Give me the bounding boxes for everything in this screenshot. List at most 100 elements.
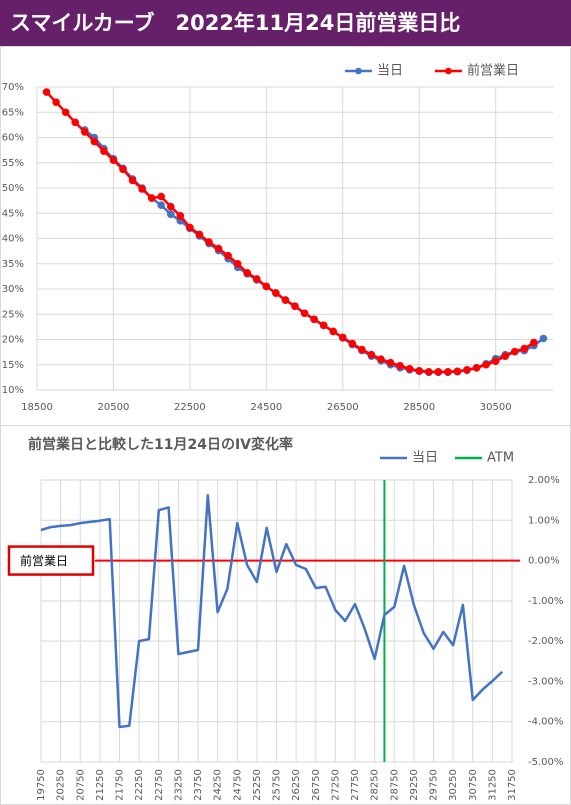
x-tick-label: 28750 [389,769,400,801]
series-line [84,128,545,374]
data-point [472,363,481,372]
data-point [119,165,127,174]
data-point [80,128,89,136]
data-point [42,88,51,96]
legend-label: ATM [487,451,514,466]
x-tick-label: 20500 [98,402,130,413]
data-point [539,334,548,343]
x-tick-label: 28500 [403,402,435,413]
chart-title: 前営業日と比較した11月24日のIV変化率 [28,436,293,453]
x-tick-label: 27250 [330,769,341,801]
data-point [510,347,519,356]
data-point [291,302,299,310]
data-point [243,269,252,277]
data-point [176,211,185,220]
data-point [520,344,529,353]
x-tick-label: 24250 [213,769,224,801]
data-point [166,210,175,219]
data-point [61,108,70,117]
data-point [186,223,194,232]
x-tick-label: 30500 [480,402,512,413]
data-point [319,321,328,330]
data-point [444,368,452,376]
data-point [358,345,366,354]
data-point [195,230,204,239]
data-point [166,202,175,211]
data-point [147,194,156,202]
page-title: スマイルカーブ 2022年11月24日前営業日比 [10,11,460,35]
data-point [405,364,414,373]
x-tick-label: 26500 [327,402,359,413]
legend-label: 前営業日 [467,63,519,79]
x-tick-label: 25250 [252,769,263,801]
y-tick-label: 40% [2,234,24,245]
x-tick-label: 20250 [56,769,67,801]
y-tick-label: 15% [2,360,24,371]
data-point [386,358,395,367]
y-tick-label: 70% [2,82,24,93]
x-tick-label: 20750 [75,769,86,801]
data-point [205,238,213,246]
x-tick-label: 21250 [95,769,106,801]
data-point [424,368,433,376]
x-tick-label: 22500 [174,402,206,413]
data-point [109,156,118,165]
x-tick-label: 24750 [232,769,243,801]
legend-label: 当日 [377,64,403,79]
y-tick-label: 55% [2,158,24,169]
y-tick-label: 60% [2,133,24,144]
x-tick-label: 26750 [311,769,322,801]
chart-frame [0,425,571,805]
chart-frame [0,46,571,426]
y-tick-label: 10% [2,385,24,396]
data-point [262,282,271,291]
x-tick-label: 18500 [21,402,53,413]
data-point [224,251,232,260]
data-point [329,327,338,336]
x-tick-label: 25750 [272,769,283,801]
data-point [128,176,137,185]
y-tick-label: 2.00% [528,475,560,486]
y-tick-label: 0.00% [528,556,560,567]
x-tick-label: 31750 [507,769,518,801]
data-point [300,309,309,318]
x-tick-label: 29750 [429,769,440,801]
y-tick-label: 30% [2,284,24,295]
x-tick-label: 26250 [291,769,302,801]
legend-label: 当日 [412,451,438,466]
legend-marker [355,67,362,75]
x-tick-label: 31250 [487,769,498,801]
data-point [100,147,108,155]
data-point [453,367,462,376]
data-point [252,275,261,283]
data-point [434,368,443,376]
data-point [530,338,538,347]
y-tick-label: 45% [2,208,24,219]
header-bar [0,0,571,46]
data-point [90,137,99,146]
data-point [214,244,223,253]
y-tick-label: 1.00% [528,515,560,526]
data-point [52,98,60,106]
x-tick-label: 22250 [134,769,145,801]
data-point [233,259,242,268]
y-tick-label: 20% [2,335,24,346]
data-point [463,366,471,374]
x-tick-label: 24500 [250,402,282,413]
data-point [338,333,347,342]
data-point [501,352,510,360]
y-tick-label: -5.00% [528,757,563,768]
y-tick-label: -3.00% [528,676,563,687]
data-point [281,296,290,304]
data-point [491,357,500,366]
x-tick-label: 23250 [173,769,184,801]
y-tick-label: -2.00% [528,636,563,647]
data-point [71,118,80,127]
y-tick-label: -1.00% [528,596,563,607]
legend-marker [445,67,452,75]
data-point [348,339,357,348]
y-tick-label: 50% [2,183,24,194]
x-tick-label: 30750 [468,769,479,801]
y-tick-label: 35% [2,259,24,270]
